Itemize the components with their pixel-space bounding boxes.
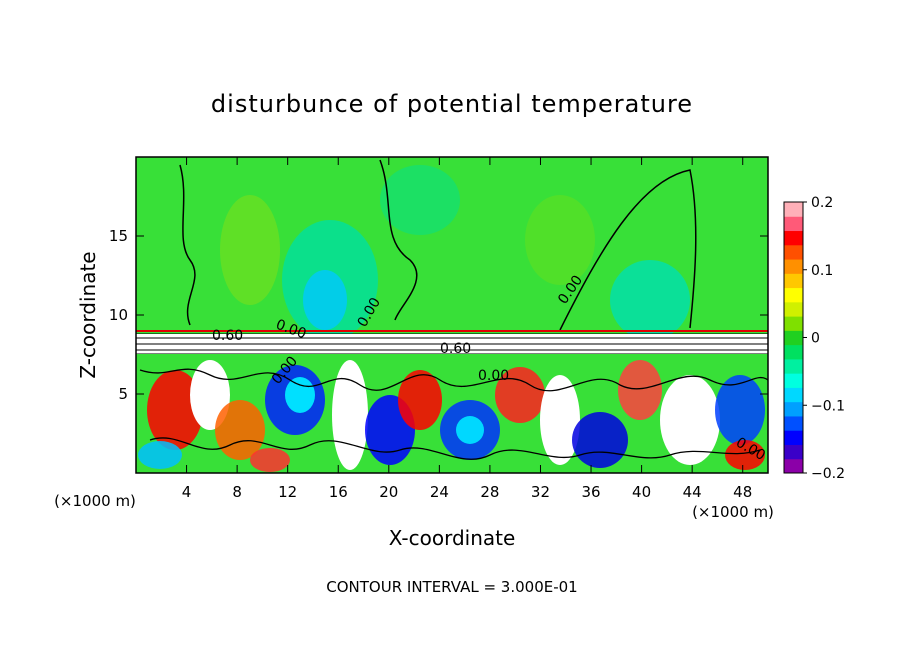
colorbar-swatch [784, 230, 803, 246]
contour-label: 0.60 [212, 328, 243, 344]
x-tick-label: 28 [480, 483, 499, 501]
upper-plume [220, 195, 280, 305]
colorbar-swatch [784, 373, 803, 388]
contour-line [559, 169, 697, 331]
colorbar-swatch [784, 330, 803, 346]
colorbar-swatch [784, 259, 803, 274]
contour-label: 0.00 [478, 368, 509, 384]
chart-title: disturbunce of potential temperature [211, 90, 693, 118]
colorbar-tick-label: −0.1 [811, 398, 845, 414]
colorbar-ticks: 0.2 0.1 0 −0.1 −0.2 [803, 195, 845, 482]
lower-turbulence [138, 360, 765, 472]
x-axis: 4 8 12 16 20 24 28 32 36 40 44 48 [182, 157, 752, 501]
colorbar-swatch [784, 344, 803, 360]
x-tick-label: 24 [430, 483, 449, 501]
upper-plume [303, 270, 347, 330]
y-axis-label: Z-coordinate [76, 251, 100, 378]
colorbar-swatch [784, 430, 803, 445]
colorbar-swatch [784, 458, 803, 474]
colorbar-swatch [784, 273, 803, 289]
x-tick-label: 44 [683, 483, 702, 501]
colorbar-tick-label: 0 [811, 331, 820, 347]
y-tick-label: 5 [118, 385, 128, 403]
colorbar-swatch [784, 415, 803, 431]
colorbar-swatch [784, 358, 803, 374]
x-tick-label: 36 [581, 483, 600, 501]
x-tick-label: 8 [232, 483, 242, 501]
x-axis-label: X-coordinate [389, 526, 516, 550]
colorbar-swatch [784, 287, 803, 303]
contour-interval-note: CONTOUR INTERVAL = 3.000E-01 [326, 578, 577, 596]
upper-plume [380, 165, 460, 235]
colorbar-swatch [784, 444, 803, 460]
x-tick-label: 4 [182, 483, 192, 501]
upper-plume [525, 195, 595, 285]
plot-area [136, 157, 768, 473]
x-tick-label: 40 [632, 483, 651, 501]
x-tick-label: 16 [329, 483, 348, 501]
colorbar-swatch [784, 301, 803, 317]
colorbar-swatch [784, 316, 803, 331]
x-tick-label: 20 [379, 483, 398, 501]
upper-plume [610, 260, 690, 340]
x-tick-label: 48 [733, 483, 752, 501]
x-unit-label: (×1000 m) [692, 503, 774, 521]
colorbar-swatch [784, 216, 803, 232]
colorbar-swatch [784, 244, 803, 260]
x-tick-label: 12 [278, 483, 297, 501]
colorbar-swatch [784, 387, 803, 403]
z-unit-label: (×1000 m) [54, 492, 136, 510]
colorbar [784, 202, 803, 474]
colorbar-tick-label: 0.1 [811, 263, 833, 279]
colorbar-swatch [784, 202, 803, 217]
contour-line [179, 159, 418, 326]
y-axis: 5 10 15 [109, 227, 768, 403]
y-tick-label: 10 [109, 306, 128, 324]
colorbar-tick-label: −0.2 [811, 466, 845, 482]
colorbar-swatch [784, 401, 803, 417]
contour-line [139, 368, 768, 392]
contour-label: 0.60 [440, 341, 471, 357]
x-tick-label: 32 [531, 483, 550, 501]
contour-line [149, 437, 761, 460]
colorbar-tick-label: 0.2 [811, 195, 833, 211]
y-tick-label: 15 [109, 227, 128, 245]
